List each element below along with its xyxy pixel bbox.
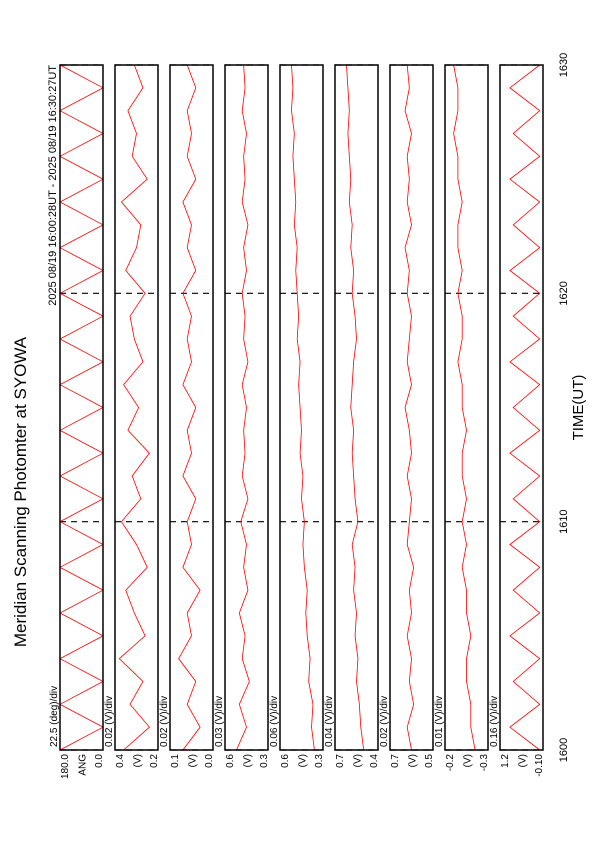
div-annotation: 0.02 (V)/div [379,696,390,747]
y-axis-label: (V) [353,754,364,767]
y-tick-label: 0.2 [149,754,160,768]
y-axis-label: (V) [243,754,254,767]
div-annotation: 0.06 (V)/div [269,696,280,747]
y-tick-label: 0.3 [259,754,270,768]
panel-frame [169,64,214,751]
data-line [346,64,365,751]
y-tick-label: 0.5 [424,754,435,768]
y-tick-label: -0.2 [445,754,456,772]
data-line [453,64,476,751]
panel-frame [59,64,104,751]
x-tick-label: 1630 [558,53,570,77]
y-tick-label: -0.3 [479,754,490,772]
y-tick-label: -0.10 [534,754,545,777]
y-tick-label: 0.4 [115,754,126,768]
x-tick-label: 1610 [558,509,570,533]
panel-frame [389,64,434,751]
y-axis-label: (V) [133,754,144,767]
y-tick-label: 0.0 [204,754,215,768]
y-axis-label: (V) [463,754,474,767]
panel-frame [224,64,269,751]
chart-subtitle: 2025 08/19 16:00:28UT - 2025 08/19 16:30… [47,65,59,306]
div-annotation: 0.03 (V)/div [214,696,225,747]
panel-frame [279,64,324,751]
div-annotation: 0.02 (V)/div [104,696,115,747]
y-axis-label: (V) [188,754,199,767]
y-tick-label: 0.6 [280,754,291,768]
y-tick-label: 1.2 [500,754,511,768]
y-axis-label: (V) [298,754,309,767]
y-tick-label: 0.0 [94,754,105,768]
data-line [404,64,415,751]
panel-frame [334,64,379,751]
y-tick-label: 0.1 [170,754,181,768]
y-tick-label: 0.7 [335,754,346,768]
panel-frame [444,64,489,751]
y-axis-label: (V) [518,754,529,767]
y-tick-label: 0.7 [390,754,401,768]
x-tick-label: 1620 [558,281,570,305]
y-tick-label: 180.0 [60,754,71,779]
y-axis-label: ANG [78,754,89,776]
x-axis-label: TIME(UT) [570,375,587,441]
data-line [59,64,104,751]
div-annotation: 22.5 (deg)/div [49,686,60,747]
data-line [509,64,541,751]
rotated-plot: Meridian Scanning Photomter at SYOWA 202… [11,53,587,779]
chart-title: Meridian Scanning Photomter at SYOWA [11,336,30,647]
div-annotation: 0.01 (V)/div [434,696,445,747]
panel-frame [114,64,159,751]
x-tick-label: 1600 [558,738,570,762]
y-tick-label: 0.3 [314,754,325,768]
div-annotation: 0.02 (V)/div [159,696,170,747]
panel-frame [499,64,544,751]
data-line [236,64,250,751]
data-line [178,64,201,751]
y-tick-label: 0.6 [225,754,236,768]
div-annotation: 0.04 (V)/div [324,696,335,747]
y-tick-label: 0.4 [369,754,380,768]
data-line [291,64,315,751]
data-line [118,64,150,751]
y-axis-label: (V) [408,754,419,767]
div-annotation: 0.16 (V)/div [489,696,500,747]
